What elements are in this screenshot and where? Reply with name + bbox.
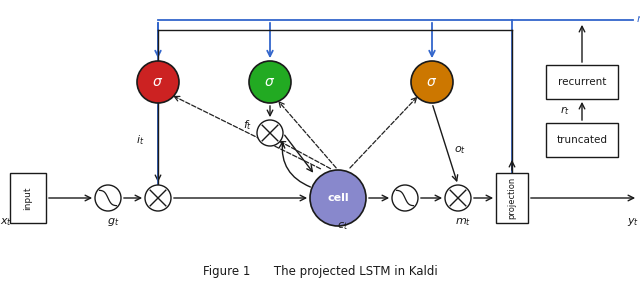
Bar xyxy=(546,123,618,157)
Text: $g_t$: $g_t$ xyxy=(107,216,119,228)
Text: input: input xyxy=(24,186,33,210)
Text: cell: cell xyxy=(327,193,349,203)
Bar xyxy=(496,173,528,223)
Text: $o_t$: $o_t$ xyxy=(454,144,466,156)
Circle shape xyxy=(392,185,418,211)
Circle shape xyxy=(95,185,121,211)
Text: $\sigma$: $\sigma$ xyxy=(152,75,164,89)
Circle shape xyxy=(411,61,453,103)
Text: $i_t$: $i_t$ xyxy=(136,133,144,147)
Circle shape xyxy=(257,120,283,146)
Bar xyxy=(546,65,618,99)
Circle shape xyxy=(137,61,179,103)
Text: truncated: truncated xyxy=(557,135,607,145)
Text: $r_t$: $r_t$ xyxy=(560,105,570,117)
Text: $y_t$: $y_t$ xyxy=(627,216,639,228)
Text: $x_t$: $x_t$ xyxy=(0,216,12,228)
Text: $c_t$: $c_t$ xyxy=(337,220,349,232)
Text: $\sigma$: $\sigma$ xyxy=(264,75,276,89)
Circle shape xyxy=(145,185,171,211)
Circle shape xyxy=(249,61,291,103)
Text: Figure 1  The projected LSTM in Kaldi: Figure 1 The projected LSTM in Kaldi xyxy=(203,265,437,278)
Text: $\sigma$: $\sigma$ xyxy=(426,75,438,89)
Text: recurrent: recurrent xyxy=(558,77,606,87)
Circle shape xyxy=(445,185,471,211)
Text: $m_t$: $m_t$ xyxy=(455,216,471,228)
Text: $r_{t-1}$: $r_{t-1}$ xyxy=(636,14,640,26)
Text: $f_t$: $f_t$ xyxy=(243,118,252,132)
Ellipse shape xyxy=(310,170,366,226)
Bar xyxy=(10,173,46,223)
Text: projection: projection xyxy=(508,177,516,219)
FancyArrowPatch shape xyxy=(279,142,310,187)
